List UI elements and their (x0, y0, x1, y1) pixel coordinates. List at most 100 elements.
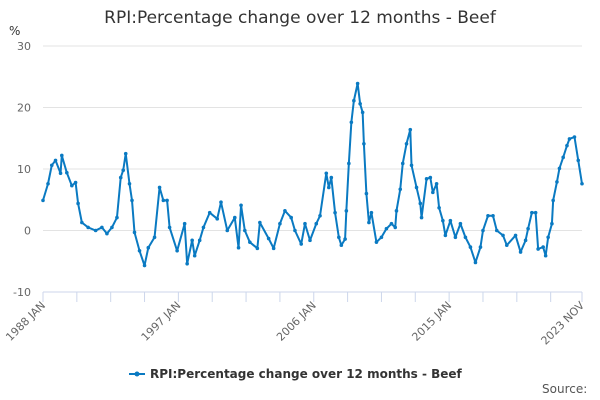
data-point (201, 225, 206, 230)
data-point (329, 175, 334, 180)
data-point (565, 143, 569, 148)
data-point (550, 221, 554, 226)
data-point (127, 181, 132, 186)
data-point (130, 198, 134, 203)
data-point (580, 181, 584, 186)
data-point (333, 210, 337, 215)
y-axis-unit-label: % (9, 24, 21, 38)
data-point (152, 235, 157, 240)
series-line (42, 82, 583, 267)
y-tick-label: 20 (17, 102, 31, 115)
data-point (546, 235, 550, 240)
x-tick-label: 1988 JAN (3, 299, 48, 344)
data-point (463, 235, 468, 240)
data-point (236, 245, 241, 250)
data-point (533, 210, 538, 215)
data-point (105, 231, 109, 236)
data-point (121, 168, 126, 173)
x-tick-label: 2015 JAN (409, 299, 454, 344)
data-point (555, 180, 559, 184)
data-point (362, 141, 366, 146)
source-link[interactable]: Source: (542, 382, 588, 396)
data-point (86, 225, 90, 230)
data-point (65, 170, 69, 175)
data-point (369, 210, 374, 215)
data-point (486, 213, 490, 218)
data-point (424, 177, 429, 181)
data-point (443, 233, 448, 238)
data-point (352, 98, 356, 103)
x-tick-label: 2006 JAN (274, 299, 319, 344)
data-point (414, 185, 419, 190)
data-point (343, 237, 347, 241)
data-point (157, 185, 162, 190)
x-tick-label: 1997 JAN (139, 299, 184, 344)
data-point (219, 200, 223, 205)
data-point (324, 171, 329, 176)
data-point (192, 253, 197, 258)
data-point (513, 233, 518, 238)
data-point (266, 236, 271, 241)
data-point (123, 151, 128, 156)
data-point (197, 238, 202, 243)
data-point (132, 230, 137, 235)
data-point (379, 235, 384, 240)
data-point (523, 238, 528, 243)
data-point (60, 153, 64, 158)
data-point (384, 226, 389, 231)
data-point (239, 203, 243, 208)
data-point (70, 183, 74, 188)
data-point (161, 198, 166, 203)
y-tick-label: 0 (24, 225, 31, 238)
data-point (434, 181, 439, 186)
y-tick-label: -10 (13, 286, 31, 299)
data-point (165, 198, 169, 203)
data-point (491, 213, 495, 218)
data-point (115, 215, 119, 220)
data-point (293, 228, 297, 233)
data-point (437, 205, 441, 210)
data-point (225, 228, 230, 233)
data-point (93, 228, 98, 233)
data-point (118, 175, 123, 180)
data-point (110, 225, 114, 230)
data-point (344, 209, 349, 213)
data-point (53, 158, 58, 163)
data-point (409, 163, 414, 168)
data-point (543, 253, 548, 258)
data-point (49, 163, 54, 168)
data-point (299, 242, 304, 246)
data-point (100, 225, 104, 230)
data-point (347, 161, 351, 166)
data-point (576, 158, 581, 163)
data-point (318, 213, 322, 218)
data-point (530, 210, 534, 215)
data-point (314, 221, 319, 226)
data-point (175, 248, 179, 253)
data-point (526, 226, 530, 231)
data-point (243, 228, 247, 233)
data-point (404, 141, 409, 146)
data-point (478, 245, 483, 249)
data-point (258, 220, 262, 225)
data-point (389, 221, 394, 226)
data-point (232, 215, 237, 220)
data-point (431, 190, 435, 195)
data-point (358, 102, 362, 106)
data-point (278, 221, 282, 226)
data-point (481, 228, 485, 233)
legend[interactable]: RPI:Percentage change over 12 months - B… (129, 367, 463, 381)
data-point (551, 198, 555, 203)
data-point (419, 215, 424, 220)
data-point (453, 235, 458, 240)
data-point (207, 210, 212, 215)
data-point (518, 250, 523, 254)
legend-label: RPI:Percentage change over 12 months - B… (150, 367, 463, 381)
data-point (458, 221, 463, 226)
data-point (536, 247, 540, 251)
data-point (215, 217, 220, 221)
data-point (572, 135, 577, 139)
chart-title: RPI:Percentage change over 12 months - B… (104, 8, 496, 28)
data-point (73, 180, 78, 185)
